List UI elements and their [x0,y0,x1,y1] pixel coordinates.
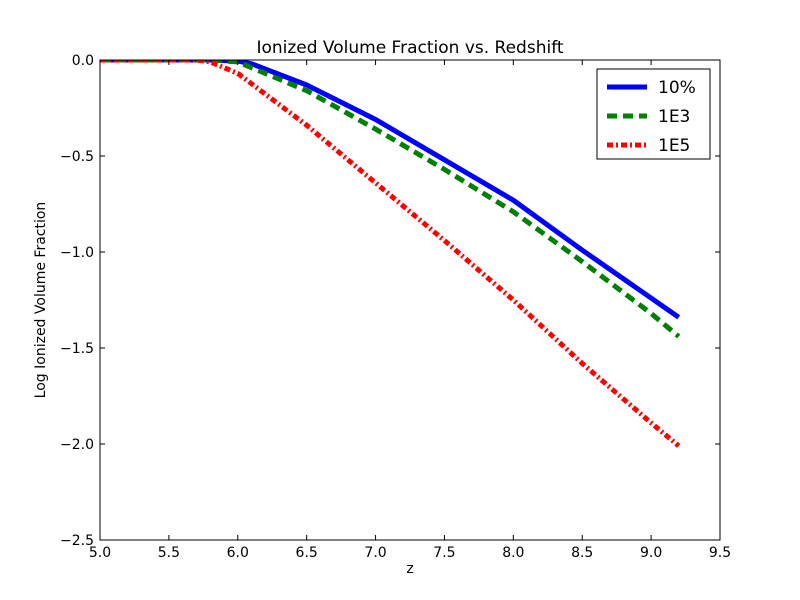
plot-area: 5.0 5.5 6.0 6.5 7.0 7.5 8.0 8.5 9.0 9.5 0.0 −0.5 −1.… [60,53,731,561]
x-axis-title: z [406,561,413,577]
x-tick-label: 7.0 [364,545,386,561]
series-line-3 [100,60,681,448]
y-tick-label: −1.5 [60,341,94,357]
y-tick-label: 0.0 [72,53,94,69]
chart-title: Ionized Volume Fraction vs. Redshift [256,38,563,58]
plot-frame [99,59,721,541]
y-tick-label: −2.0 [60,437,94,453]
x-tick-label: 5.0 [89,545,111,561]
legend-label-1: 10% [658,78,696,98]
x-tick-label: 6.0 [227,545,249,561]
legend: 10% 1E3 1E5 [596,68,711,160]
series-line-2 [100,60,681,339]
x-tick-label: 8.5 [571,545,593,561]
y-tick-label: −1.0 [60,245,94,261]
x-tick-label: 9.5 [709,545,731,561]
x-tick-label: 6.5 [296,545,318,561]
y-axis-title: Log Ionized Volume Fraction [33,202,49,399]
legend-label-2: 1E3 [658,107,690,127]
x-tick-label: 7.5 [433,545,455,561]
legend-label-3: 1E5 [658,136,690,156]
x-tick-label: 9.0 [640,545,662,561]
legend-items: 10% 1E3 1E5 [607,78,696,156]
ticks-layer: 5.0 5.5 6.0 6.5 7.0 7.5 8.0 8.5 9.0 9.5 0.0 −0.5 −1.… [60,53,731,561]
x-tick-label: 5.5 [158,545,180,561]
x-tick-label: 8.0 [502,545,524,561]
series-layer [100,60,681,448]
y-tick-label: −2.5 [60,533,94,549]
y-tick-label: −0.5 [60,149,94,165]
